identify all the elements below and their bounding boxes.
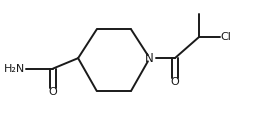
Text: H₂N: H₂N <box>4 64 25 74</box>
Text: Cl: Cl <box>221 32 232 42</box>
Text: O: O <box>48 87 57 97</box>
Text: O: O <box>170 77 179 87</box>
Text: N: N <box>145 52 154 65</box>
